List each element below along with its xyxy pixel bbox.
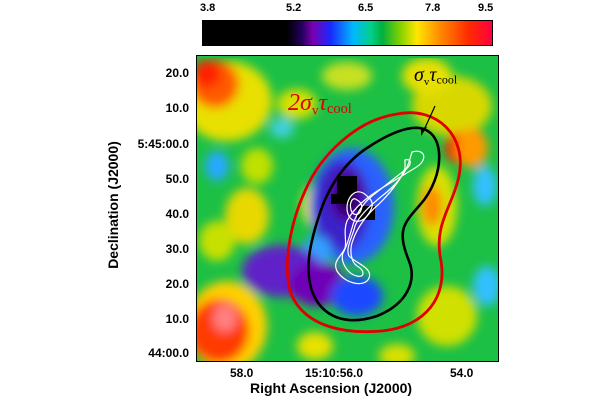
colorbar-tick: 3.8 bbox=[200, 2, 216, 14]
white-contours bbox=[335, 150, 425, 285]
black-contour bbox=[307, 126, 441, 322]
map-image bbox=[197, 56, 498, 361]
y-tick-label: 40.0 bbox=[165, 207, 189, 221]
y-tick-label: 5:45:00.0 bbox=[137, 137, 189, 151]
label-2-sigma-tau-cool: 2σvτcool bbox=[288, 90, 352, 118]
arrow-head bbox=[421, 127, 427, 136]
y-axis-title: Declination (J2000) bbox=[105, 141, 121, 269]
y-tick-label: 50.0 bbox=[165, 172, 189, 186]
colorbar-tick: 5.2 bbox=[286, 2, 302, 14]
y-tick-label: 30.0 bbox=[165, 242, 189, 256]
y-tick-label: 20.0 bbox=[165, 66, 189, 80]
y-tick-label: 20.0 bbox=[165, 277, 189, 291]
x-axis-title: Right Ascension (J2000) bbox=[250, 380, 413, 396]
temperature-map bbox=[196, 55, 499, 362]
colorbar-tick: 6.5 bbox=[358, 2, 374, 14]
red-contour bbox=[286, 111, 462, 334]
y-tick-label: 10.0 bbox=[165, 101, 189, 115]
y-tick-label: 44:00.0 bbox=[148, 346, 189, 360]
map-blobs bbox=[197, 58, 498, 361]
y-tick-label: 10.0 bbox=[165, 312, 189, 326]
x-tick-label: 58.0 bbox=[230, 366, 254, 380]
colorbar-gradient bbox=[202, 20, 493, 46]
label-sigma-tau-cool: σvτcool bbox=[414, 64, 458, 88]
colorbar-tick: 7.8 bbox=[425, 2, 441, 14]
colorbar: 3.8 5.2 6.5 7.8 9.5 bbox=[196, 0, 499, 50]
x-tick-label: 54.0 bbox=[450, 366, 474, 380]
label-arrow bbox=[423, 105, 436, 131]
colorbar-tick: 9.5 bbox=[478, 2, 494, 14]
x-tick-label: 15:10:56.0 bbox=[305, 366, 364, 380]
